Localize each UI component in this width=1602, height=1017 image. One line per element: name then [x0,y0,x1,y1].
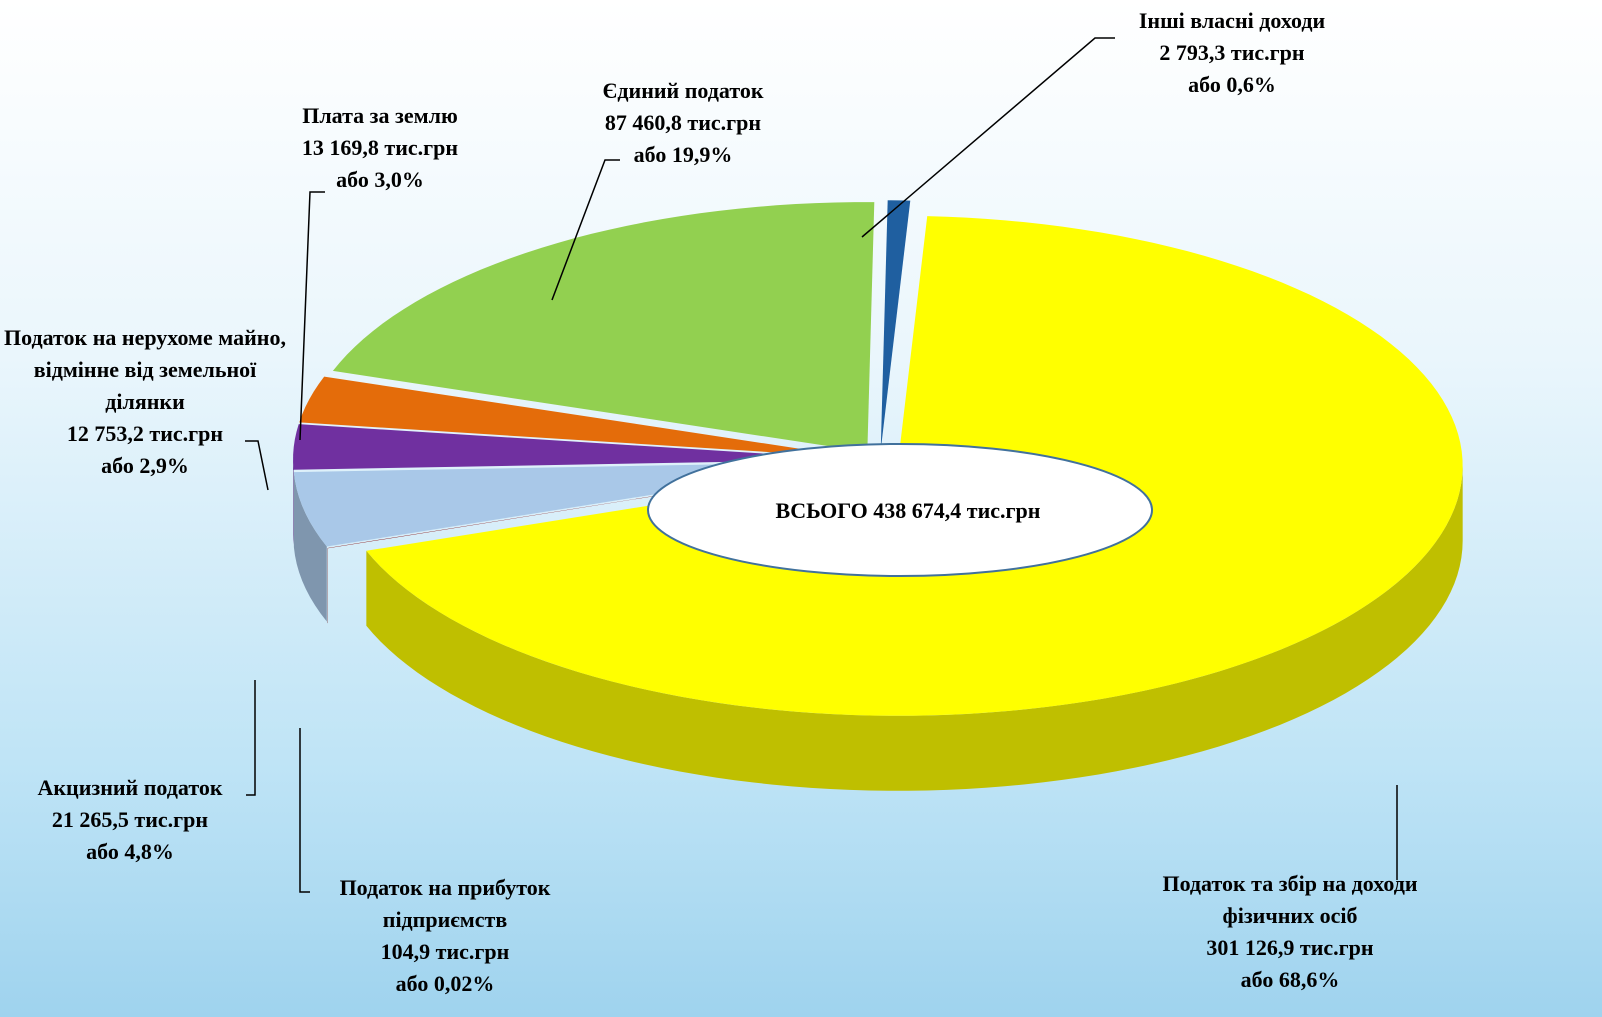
leader-line [246,680,256,796]
slice-label: Податок та збір на доходи фізичних осіб 3… [1140,868,1440,996]
label-value: 301 126,9 тис.грн [1206,935,1374,960]
total-label: ВСЬОГО 438 674,4 тис.грн [776,498,1041,523]
leader-lines [245,37,1398,893]
slice-side [366,465,1463,791]
label-value: 13 169,8 тис.грн [301,135,459,160]
slice-label: Плата за землю 13 169,8 тис.грн або 3,0% [250,100,510,196]
slice-label: Податок на нерухоме майно, відмінне від … [0,322,295,482]
label-value: 87 460,8 тис.грн [604,110,762,135]
label-value: 21 265,5 тис.грн [51,807,209,832]
slice-label: Інші власні доходи 2 793,3 тис.грн або 0,6… [1082,5,1382,101]
label-name: Єдиний податок [602,78,764,103]
label-name: Податок на нерухоме майно, відмінне від … [4,325,286,414]
pie-sides [293,459,1463,791]
label-percent: або 19,9% [633,142,733,167]
label-name: Податок на прибуток підприємств [339,875,551,932]
slice-label: Єдиний податок 87 460,8 тис.грн або 19,9% [553,75,813,171]
label-percent: або 0,02% [395,971,495,996]
label-value: 12 753,2 тис.грн [66,421,224,446]
label-percent: або 3,0% [336,167,424,192]
slice [293,424,859,470]
label-name: Інші власні доходи [1138,8,1326,33]
label-value: 2 793,3 тис.грн [1159,40,1305,65]
label-value: 104,9 тис.грн [380,939,510,964]
slice [299,376,859,458]
slice-label: Акцизний податок 21 265,5 тис.грн або 4,8% [0,772,260,868]
leader-line [245,440,269,491]
leader-line [299,191,325,441]
label-name: Акцизний податок [37,775,223,800]
label-name: Податок та збір на доходи фізичних осіб [1162,871,1418,928]
leader-line [861,37,1115,238]
label-name: Плата за землю [302,103,458,128]
label-percent: або 0,6% [1188,72,1276,97]
total-ellipse [647,443,1153,577]
leader-line [551,159,620,301]
leader-line [299,728,310,893]
label-percent: або 68,6% [1240,967,1340,992]
slice-label: Податок на прибуток підприємств 104,9 тис… [295,872,595,1000]
slice-side [293,472,327,622]
slice [332,202,875,453]
slice [880,200,911,451]
label-percent: або 2,9% [101,453,189,478]
label-percent: або 4,8% [86,839,174,864]
